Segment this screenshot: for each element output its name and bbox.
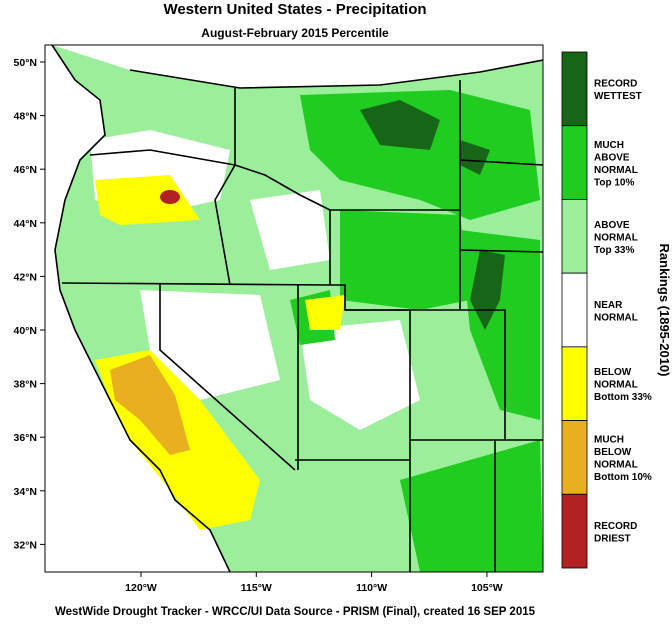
legend-label: BELOW [594, 367, 632, 378]
legend-label: NORMAL [594, 380, 638, 391]
footer: WestWide Drought Tracker - WRCC/UI Data … [55, 606, 536, 618]
legend-label: DRIEST [594, 533, 631, 544]
legend-label: Top 33% [594, 245, 634, 256]
much-below-normal-area [110, 355, 190, 455]
lat-label: 44°N [14, 218, 37, 230]
lat-label: 40°N [14, 325, 37, 337]
lon-label: 115°W [241, 582, 272, 594]
legend-label: Bottom 33% [594, 392, 652, 403]
lat-labels: 50°N 48°N 46°N 44°N 42°N 40°N 38°N 36°N 34°N 32°N [14, 57, 45, 551]
legend-label: RECORD [594, 521, 637, 532]
legend-swatch [561, 346, 588, 421]
lon-labels: 120°W 115°W 110°W 105°W [125, 572, 503, 594]
map-area [44, 44, 544, 573]
legend-label: NORMAL [594, 460, 638, 471]
legend-label: NORMAL [594, 312, 638, 323]
legend-label: ABOVE [594, 152, 630, 163]
lat-label: 36°N [14, 432, 37, 444]
legend-swatch [561, 420, 588, 495]
legend-swatch [561, 272, 588, 348]
lat-label: 46°N [14, 164, 37, 176]
legend-label: Bottom 10% [594, 472, 652, 483]
lon-label: 120°W [125, 582, 157, 594]
lat-label: 38°N [14, 379, 37, 391]
lat-label: 34°N [14, 486, 37, 498]
lon-label: 110°W [356, 582, 387, 594]
legend-label: RECORD [594, 79, 637, 90]
lat-label: 48°N [14, 111, 37, 123]
legend-swatch [561, 51, 588, 127]
subtitle: August-February 2015 Percentile [201, 26, 389, 40]
legend-label: Top 10% [594, 177, 634, 188]
state-borders [51, 45, 543, 572]
record-driest-area [160, 190, 180, 204]
lat-label: 50°N [14, 57, 37, 69]
lat-label: 42°N [14, 271, 37, 283]
legend-label: NORMAL [594, 165, 638, 176]
map-frame [44, 44, 544, 573]
title: Western United States - Precipitation [163, 1, 426, 18]
legend-label: WETTEST [594, 91, 642, 102]
legend-swatch [561, 125, 588, 200]
legend-swatch [561, 199, 588, 274]
near-normal-areas [90, 130, 420, 430]
legend-label: MUCH [594, 140, 624, 151]
legend-label: NORMAL [594, 232, 638, 243]
legend-label: ABOVE [594, 220, 630, 231]
lon-label: 105°W [471, 582, 503, 594]
legend-label: NEAR [594, 300, 623, 311]
legend-title: Rankings (1895-2010) [657, 244, 672, 377]
legend-label: MUCH [594, 435, 624, 446]
lat-label: 32°N [14, 539, 37, 551]
legend-label: BELOW [594, 447, 632, 458]
legend-swatch [561, 493, 588, 569]
